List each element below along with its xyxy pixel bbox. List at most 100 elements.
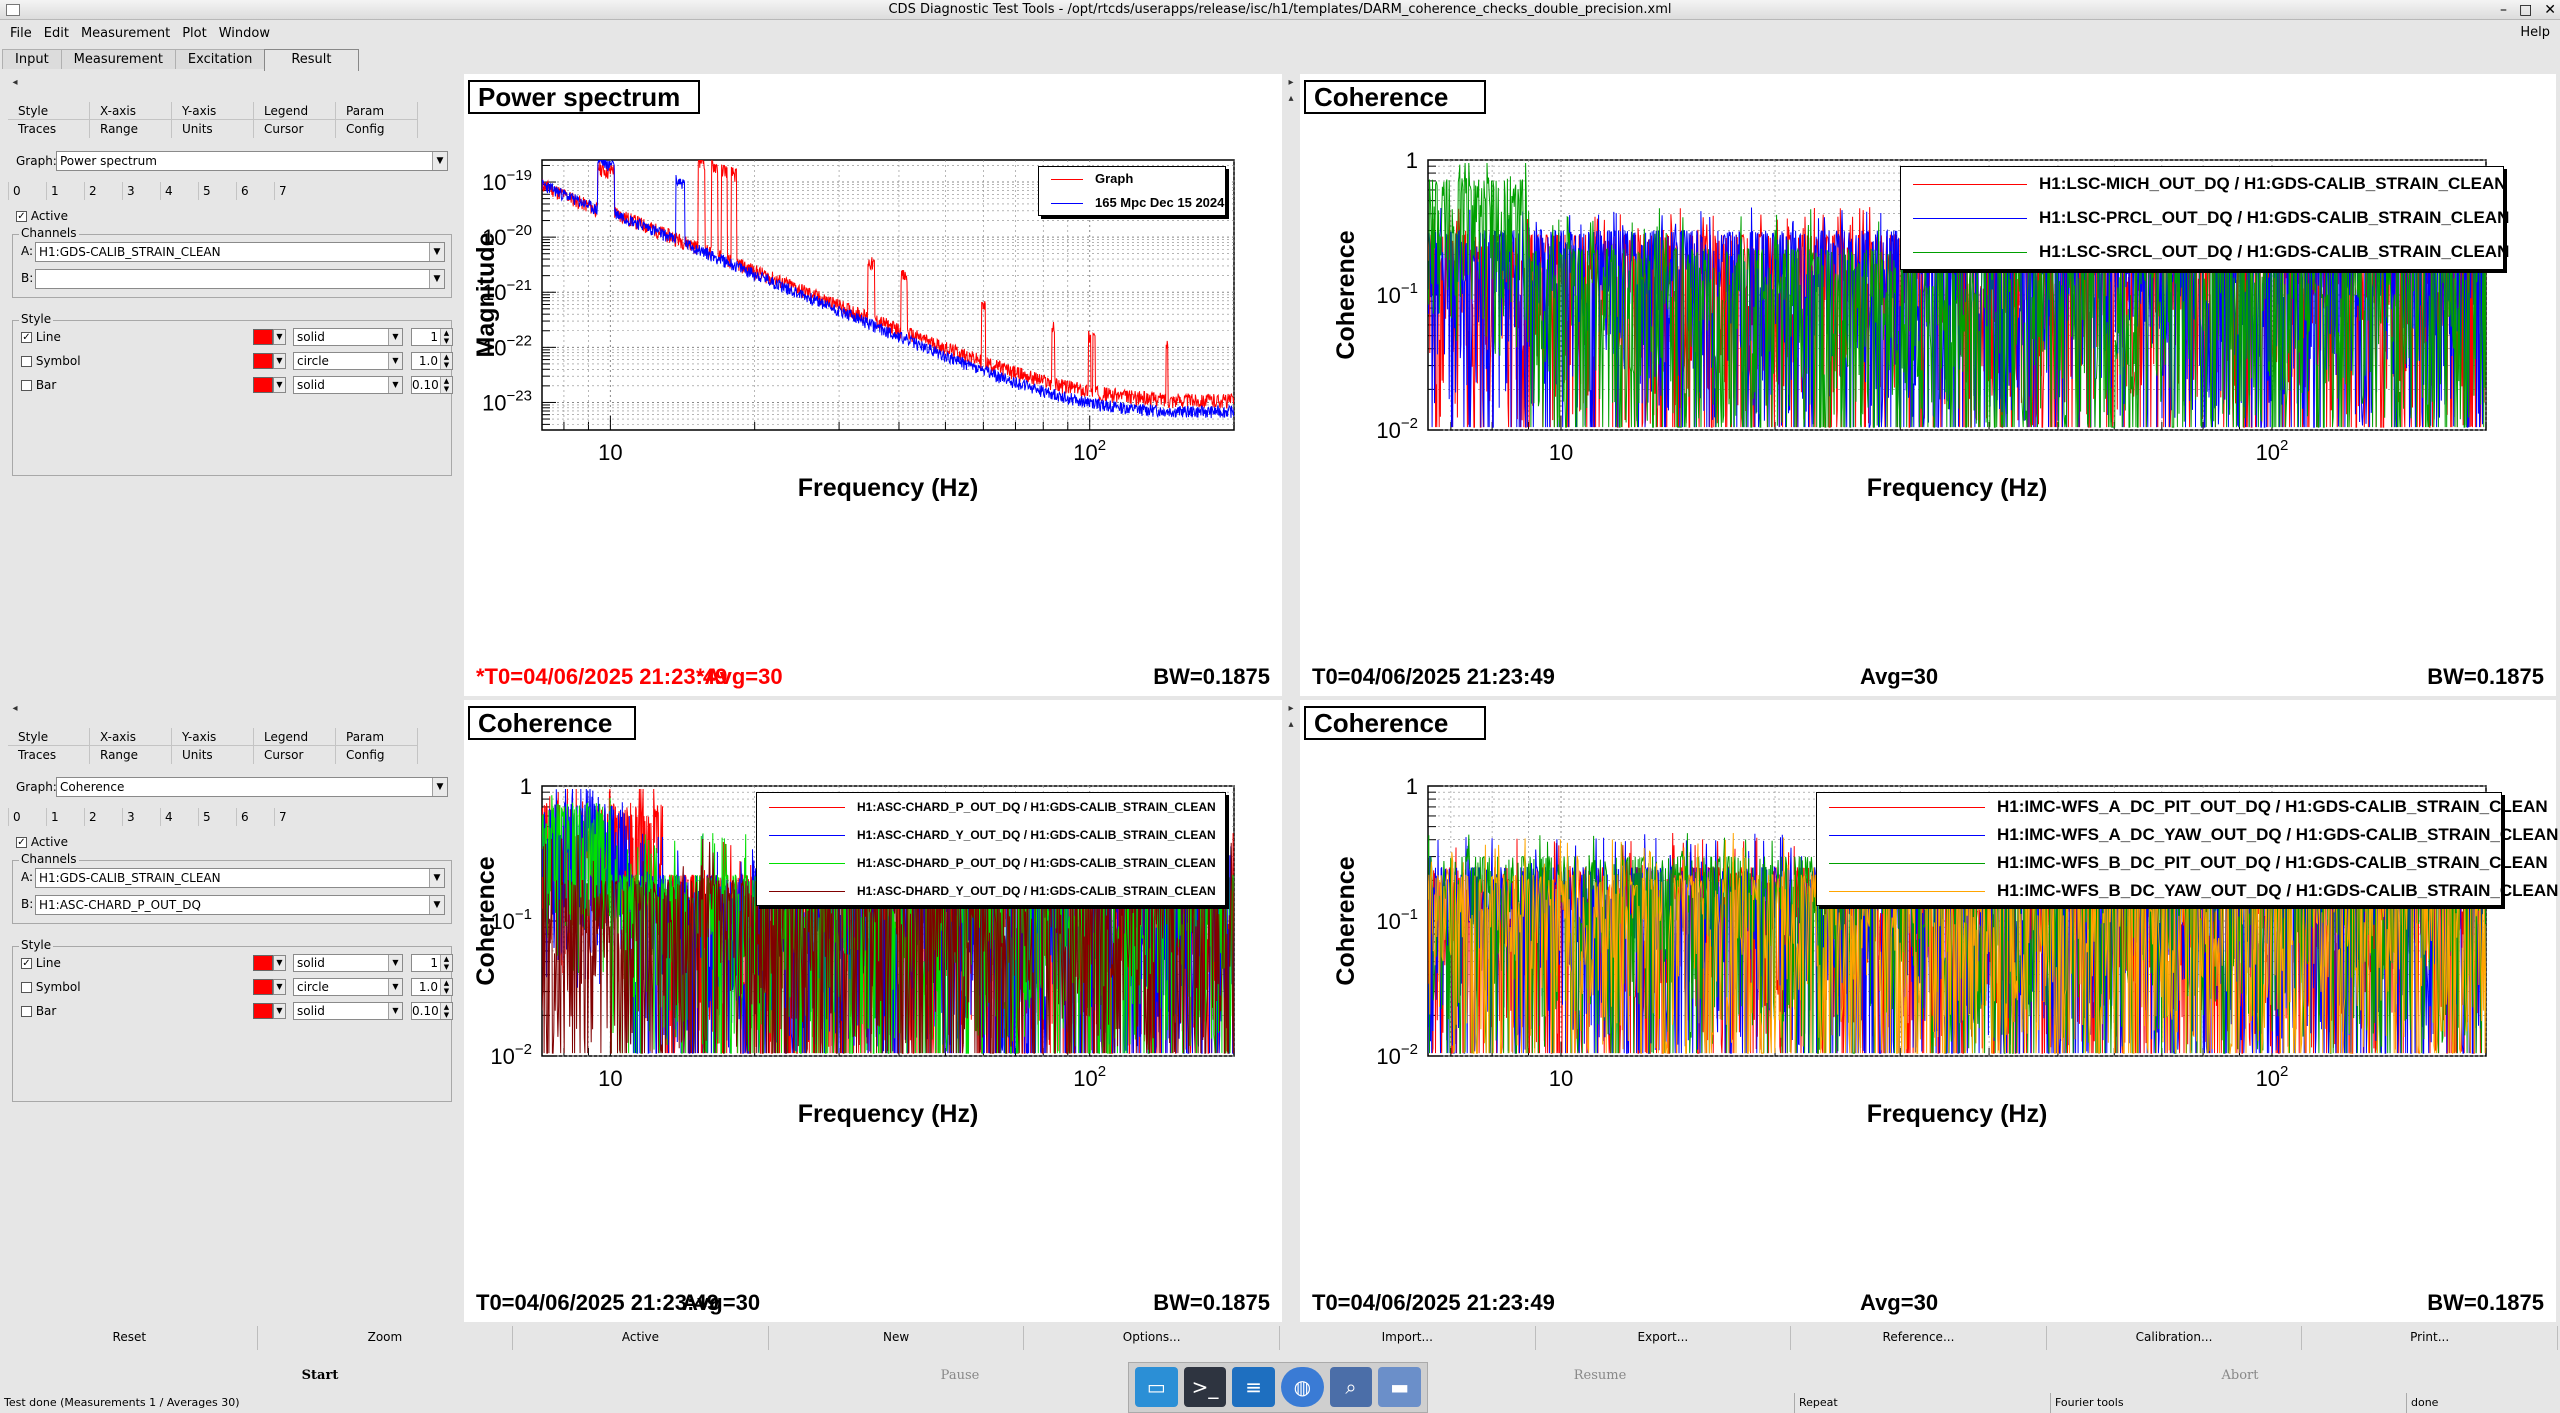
size-spinner[interactable]: 0.10 ▲ ▼ bbox=[411, 1002, 453, 1020]
web-browser-icon[interactable]: ◍ bbox=[1281, 1367, 1324, 1407]
chevron-down-icon[interactable]: ▼ bbox=[273, 377, 286, 393]
settings-tab[interactable]: Range bbox=[90, 746, 172, 764]
trace-tab-0[interactable]: 0 bbox=[8, 808, 46, 826]
folder-icon[interactable]: ▬ bbox=[1378, 1367, 1422, 1407]
export-button[interactable]: Export... bbox=[1536, 1326, 1792, 1350]
collapse-up-icon[interactable]: ▴ bbox=[1288, 93, 1294, 104]
trace-tab-5[interactable]: 5 bbox=[198, 182, 236, 200]
active-button[interactable]: Active bbox=[513, 1326, 769, 1350]
settings-tab[interactable]: Units bbox=[172, 746, 254, 764]
trace-tab-3[interactable]: 3 bbox=[122, 182, 160, 200]
color-swatch[interactable] bbox=[253, 1003, 273, 1019]
menu-file[interactable]: File bbox=[10, 25, 32, 41]
style-row-checkbox[interactable]: ✓ Line bbox=[21, 330, 61, 344]
menu-plot[interactable]: Plot bbox=[182, 25, 207, 41]
reference-button[interactable]: Reference... bbox=[1791, 1326, 2047, 1350]
style-row-checkbox[interactable]: Symbol bbox=[21, 980, 81, 994]
settings-tab[interactable]: Cursor bbox=[254, 120, 336, 138]
trace-tab-4[interactable]: 4 bbox=[160, 808, 198, 826]
maximize-icon[interactable]: □ bbox=[2519, 2, 2533, 18]
color-swatch[interactable] bbox=[253, 353, 273, 369]
trace-tab-0[interactable]: 0 bbox=[8, 182, 46, 200]
chevron-down-icon[interactable]: ▼ bbox=[273, 955, 286, 971]
settings-tab[interactable]: Y-axis bbox=[172, 728, 254, 746]
settings-tab[interactable]: Param bbox=[336, 102, 418, 120]
minimize-icon[interactable]: – bbox=[2500, 2, 2508, 18]
trace-tab-1[interactable]: 1 bbox=[46, 808, 84, 826]
color-swatch[interactable] bbox=[253, 955, 273, 971]
print-button[interactable]: Print... bbox=[2302, 1326, 2558, 1350]
tab-input[interactable]: Input bbox=[2, 49, 62, 69]
trace-tab-6[interactable]: 6 bbox=[236, 182, 274, 200]
style-row-checkbox[interactable]: Symbol bbox=[21, 354, 81, 368]
close-icon[interactable]: ✕ bbox=[2544, 2, 2556, 18]
new-button[interactable]: New bbox=[769, 1326, 1025, 1350]
settings-tab[interactable]: Style bbox=[8, 102, 90, 120]
graph-select[interactable]: Power spectrum ▼ bbox=[56, 151, 448, 171]
active-checkbox[interactable]: ✓ Active bbox=[16, 209, 68, 223]
color-swatch[interactable] bbox=[253, 979, 273, 995]
text-editor-icon[interactable]: ≡ bbox=[1232, 1367, 1276, 1407]
style-select[interactable]: solid ▼ bbox=[293, 376, 403, 394]
settings-tab[interactable]: X-axis bbox=[90, 728, 172, 746]
chevron-down-icon[interactable]: ▼ bbox=[273, 329, 286, 345]
channel-a-select[interactable]: H1:GDS-CALIB_STRAIN_CLEAN ▼ bbox=[35, 868, 445, 888]
abort-button[interactable]: Abort bbox=[2221, 1368, 2259, 1383]
channel-a-select[interactable]: H1:GDS-CALIB_STRAIN_CLEAN ▼ bbox=[35, 242, 445, 262]
start-button[interactable]: Start bbox=[301, 1368, 339, 1383]
resume-button[interactable]: Resume bbox=[1573, 1368, 1627, 1383]
style-select[interactable]: circle ▼ bbox=[293, 352, 403, 370]
graph-select[interactable]: Coherence ▼ bbox=[56, 777, 448, 797]
style-row-checkbox[interactable]: Bar bbox=[21, 378, 56, 392]
settings-tab[interactable]: X-axis bbox=[90, 102, 172, 120]
settings-tab[interactable]: Legend bbox=[254, 102, 336, 120]
trace-tab-5[interactable]: 5 bbox=[198, 808, 236, 826]
settings-tab[interactable]: Cursor bbox=[254, 746, 336, 764]
settings-tab[interactable]: Config bbox=[336, 746, 418, 764]
calibration-button[interactable]: Calibration... bbox=[2047, 1326, 2303, 1350]
plot-panel-coherence-lsc[interactable]: 1 10−1 10−2 10 102 Frequency (Hz) Coherence Coh… bbox=[1300, 74, 2556, 696]
plot-panel-coherence-asc[interactable]: 1 10−1 10−2 10 102 Frequency (Hz) Coherence Coh… bbox=[464, 700, 1282, 1322]
chevron-down-icon[interactable]: ▼ bbox=[273, 353, 286, 369]
menu-window[interactable]: Window bbox=[218, 25, 270, 41]
size-spinner[interactable]: 1 ▲ ▼ bbox=[411, 954, 453, 972]
import-button[interactable]: Import... bbox=[1280, 1326, 1536, 1350]
menu-help[interactable]: Help bbox=[2520, 25, 2550, 40]
style-select[interactable]: circle ▼ bbox=[293, 978, 403, 996]
settings-tab[interactable]: Traces bbox=[8, 746, 90, 764]
trace-tab-4[interactable]: 4 bbox=[160, 182, 198, 200]
size-spinner[interactable]: 1.0 ▲ ▼ bbox=[411, 352, 453, 370]
color-swatch[interactable] bbox=[253, 377, 273, 393]
search-icon[interactable]: ⌕ bbox=[1329, 1367, 1373, 1407]
plot-panel-power-spectrum[interactable]: 10−19 10−20 10−21 10−22 10−23 10 102 Frequency … bbox=[464, 74, 1282, 696]
collapse-left-icon[interactable]: ◂ bbox=[12, 703, 18, 714]
style-select[interactable]: solid ▼ bbox=[293, 1002, 403, 1020]
collapse-up-icon[interactable]: ▴ bbox=[1288, 719, 1294, 730]
settings-tab[interactable]: Config bbox=[336, 120, 418, 138]
size-spinner[interactable]: 1.0 ▲ ▼ bbox=[411, 978, 453, 996]
channel-b-select[interactable]: ▼ bbox=[35, 269, 445, 289]
settings-tab[interactable]: Range bbox=[90, 120, 172, 138]
reset-button[interactable]: Reset bbox=[2, 1326, 258, 1350]
trace-tab-7[interactable]: 7 bbox=[274, 182, 312, 200]
expand-right-icon[interactable]: ▸ bbox=[1288, 77, 1294, 88]
trace-tab-3[interactable]: 3 bbox=[122, 808, 160, 826]
options-button[interactable]: Options... bbox=[1024, 1326, 1280, 1350]
style-row-checkbox[interactable]: Bar bbox=[21, 1004, 56, 1018]
size-spinner[interactable]: 0.10 ▲ ▼ bbox=[411, 376, 453, 394]
active-checkbox[interactable]: ✓ Active bbox=[16, 835, 68, 849]
trace-tab-1[interactable]: 1 bbox=[46, 182, 84, 200]
color-swatch[interactable] bbox=[253, 329, 273, 345]
trace-tab-6[interactable]: 6 bbox=[236, 808, 274, 826]
chevron-down-icon[interactable]: ▼ bbox=[273, 1003, 286, 1019]
settings-tab[interactable]: Param bbox=[336, 728, 418, 746]
style-row-checkbox[interactable]: ✓ Line bbox=[21, 956, 61, 970]
collapse-left-icon[interactable]: ◂ bbox=[12, 77, 18, 88]
pause-button[interactable]: Pause bbox=[940, 1368, 980, 1383]
zoom-button[interactable]: Zoom bbox=[258, 1326, 514, 1350]
style-select[interactable]: solid ▼ bbox=[293, 328, 403, 346]
tab-measurement[interactable]: Measurement bbox=[60, 49, 176, 69]
tab-result[interactable]: Result bbox=[264, 49, 359, 71]
size-spinner[interactable]: 1 ▲ ▼ bbox=[411, 328, 453, 346]
trace-tab-2[interactable]: 2 bbox=[84, 182, 122, 200]
